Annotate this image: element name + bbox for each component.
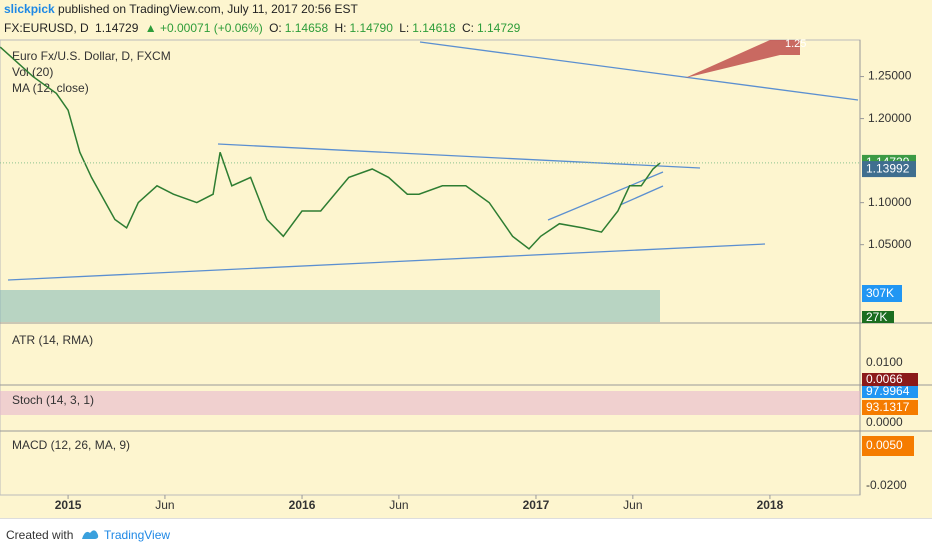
footer-brand[interactable]: TradingView	[104, 528, 171, 542]
panel-label: -0.0200	[866, 478, 907, 492]
symbol: FX:EURUSD, D	[4, 21, 89, 35]
ohlc: O:	[269, 21, 282, 35]
trend-line	[419, 41, 859, 101]
ohlc: 1.14658	[284, 21, 329, 35]
volume-badge	[862, 311, 894, 323]
y-tick-label: 1.10000	[868, 195, 912, 209]
ohlc: C:	[461, 21, 474, 35]
last: 1.14729	[95, 21, 139, 35]
plot-frame	[0, 39, 861, 496]
callout-label: 1.25	[785, 38, 806, 50]
panel-label: 0.0000	[866, 415, 903, 429]
footer-text: Created with	[6, 528, 74, 542]
x-tick-label: Jun	[623, 498, 642, 510]
legend-entry: Vol (20)	[12, 65, 53, 79]
panel-title: MACD (12, 26, MA, 9)	[12, 438, 130, 452]
header-line: slickpick published on TradingView.com, …	[4, 2, 361, 16]
panel-badge	[862, 436, 914, 456]
volume-area	[0, 290, 660, 322]
panel-label: 0.0066	[866, 372, 903, 386]
panel-title: Stoch (14, 3, 1)	[12, 393, 94, 407]
x-tick-label: Jun	[389, 498, 408, 510]
volume-label: 307K	[866, 286, 894, 300]
panel-badge	[862, 373, 918, 386]
ohlc: 1.14790	[349, 21, 393, 35]
x-tick-label: Jun	[155, 498, 174, 510]
price-badge	[862, 161, 916, 178]
price-line	[0, 46, 661, 250]
ohlc: H:	[334, 21, 347, 35]
trend-line	[217, 143, 701, 169]
chart-title: Euro Fx/U.S. Dollar, D, FXCM	[12, 49, 171, 63]
y-tick-label: 1.25000	[868, 69, 912, 83]
footer: Created with TradingView	[0, 518, 932, 550]
quote-line: FX:EURUSD, D 1.14729 ▲ +0.00071 (+0.06%)…	[4, 21, 523, 35]
y-tick-label: 1.20000	[868, 111, 912, 125]
price-badge-label: 1.13992	[866, 161, 910, 175]
panel-label: 0.0050	[866, 438, 903, 452]
panel-badge	[862, 386, 918, 398]
trend-line	[547, 171, 664, 221]
x-tick-label: 2015	[55, 498, 82, 510]
author[interactable]: slickpick	[4, 2, 55, 16]
logo	[82, 530, 99, 539]
panel-label: 93.1317	[866, 400, 910, 414]
x-tick-label: 2017	[523, 498, 550, 510]
panel-label: 0.0100	[866, 355, 903, 369]
trend-line	[619, 185, 664, 206]
panel-title: ATR (14, RMA)	[12, 333, 93, 347]
chart: 1.25 Euro Fx/U.S. Dollar, D, FXCM Vol (2…	[0, 38, 932, 510]
panel-badge	[862, 400, 918, 415]
ohlc: 1.14729	[476, 21, 521, 35]
y-tick-label: 1.05000	[868, 237, 912, 251]
panel-label: 97.9964	[866, 384, 910, 398]
ohlc: 1.14618	[412, 21, 456, 35]
callout	[685, 40, 800, 78]
x-tick-label: 2018	[757, 498, 784, 510]
trend-line	[7, 243, 766, 281]
volume-badge	[862, 285, 902, 302]
change: ▲ +0.00071 (+0.06%)	[144, 21, 263, 35]
ohlc: L:	[399, 21, 410, 35]
x-tick-label: 2016	[289, 498, 316, 510]
published: published on TradingView.com, July 11, 2…	[58, 2, 358, 16]
stoch-band	[0, 391, 860, 415]
volume-label: 27K	[866, 310, 887, 324]
